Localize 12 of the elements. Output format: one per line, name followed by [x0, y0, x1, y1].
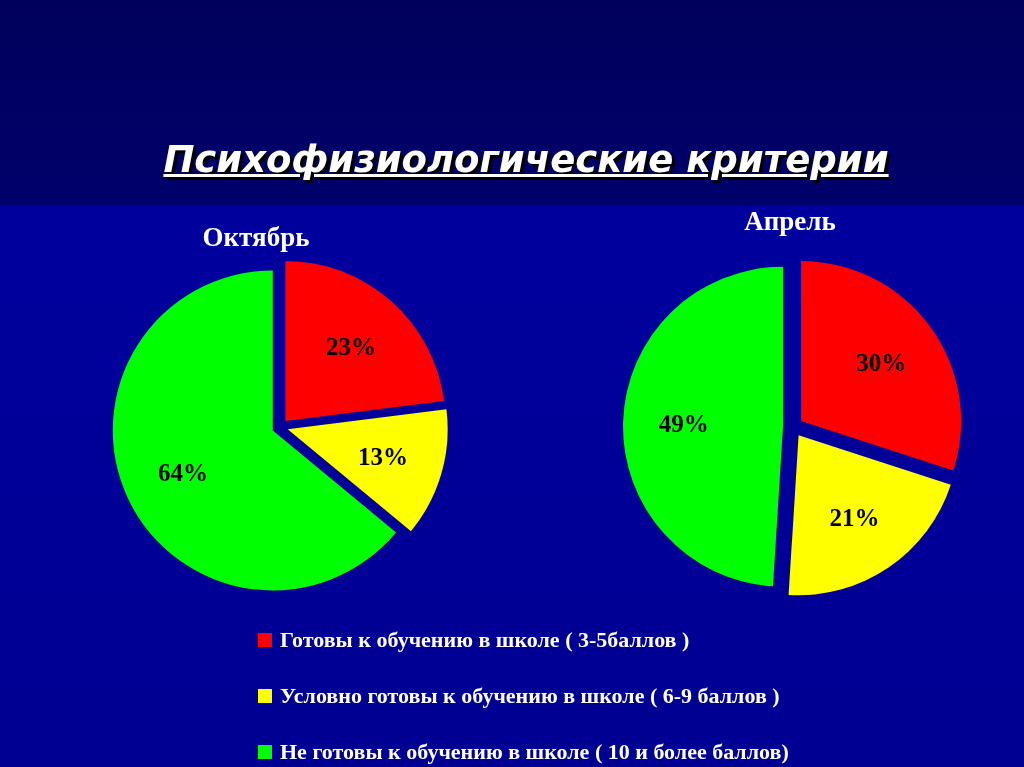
chart-title: Психофизиологические критерии: [162, 138, 890, 181]
legend-label: Готовы к обучению в школе ( 3-5баллов ): [280, 627, 690, 653]
data-label: 21%: [829, 503, 880, 531]
data-label: 49%: [658, 410, 709, 438]
data-label: 13%: [357, 443, 408, 471]
legend-label: Условно готовы к обучению в школе ( 6-9 баллов ): [280, 683, 780, 709]
data-label: 30%: [856, 349, 907, 377]
data-label: 23%: [325, 333, 376, 361]
chart-subtitle: Апрель: [743, 206, 837, 237]
chart-subtitle: Октябрь: [201, 222, 311, 253]
legend-label: Не готовы к обучению в школе ( 10 и более баллов): [280, 739, 789, 765]
data-label: 64%: [158, 459, 208, 487]
